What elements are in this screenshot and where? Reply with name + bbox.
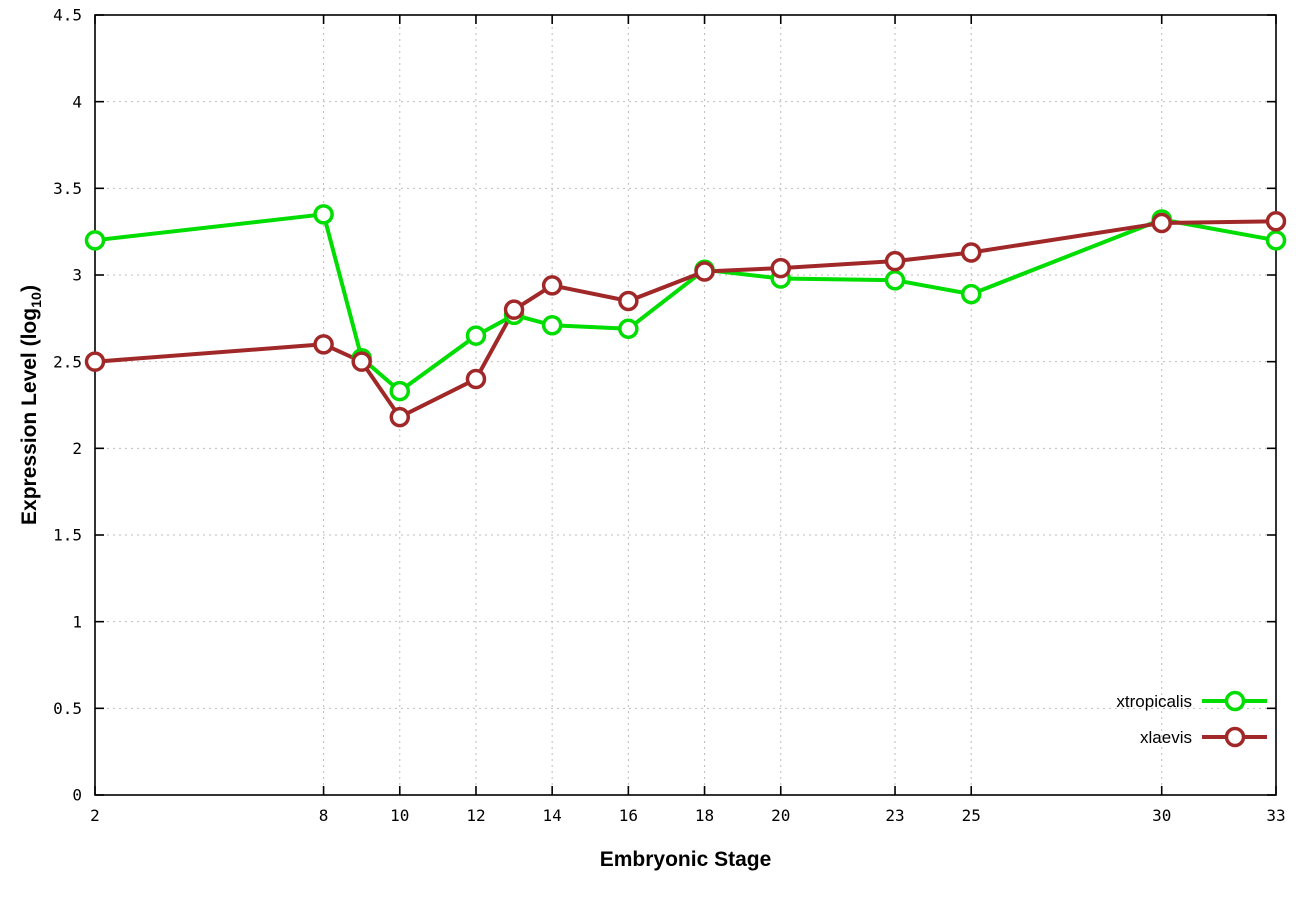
tick-marks xyxy=(94,14,1277,796)
data-point-xtropicalis xyxy=(313,204,334,225)
x-tick-label: 10 xyxy=(390,806,409,825)
x-tick-label: 14 xyxy=(543,806,562,825)
x-tick-label: 25 xyxy=(962,806,981,825)
x-tick-label: 30 xyxy=(1152,806,1171,825)
y-tick-label: 1.5 xyxy=(53,526,82,545)
y-axis-label-subscript: 10 xyxy=(28,292,45,308)
data-point-xtropicalis xyxy=(541,315,563,336)
y-tick-label: 4 xyxy=(72,92,82,111)
x-axis-label: Embryonic Stage xyxy=(599,848,772,871)
legend-label-xlaevis: xlaevis xyxy=(1140,728,1192,747)
legend-marker-xtropicalis xyxy=(1224,690,1246,712)
data-point-xtropicalis xyxy=(884,269,906,291)
x-tick-label: 18 xyxy=(695,806,714,825)
data-point-xlaevis xyxy=(618,290,639,312)
y-tick-label: 3 xyxy=(72,266,82,285)
data-point-xlaevis xyxy=(694,261,715,282)
data-point-xtropicalis xyxy=(465,325,487,346)
data-point-xtropicalis xyxy=(960,283,982,305)
data-point-xtropicalis xyxy=(618,318,639,339)
data-point-xlaevis xyxy=(84,351,106,372)
x-tick-label: 16 xyxy=(619,806,638,825)
data-point-xlaevis xyxy=(960,242,982,263)
x-tick-label: 2 xyxy=(90,806,100,825)
data-point-xtropicalis xyxy=(84,230,106,251)
data-point-xlaevis xyxy=(465,368,487,390)
data-point-xlaevis xyxy=(770,257,791,279)
grid-lines xyxy=(94,14,1277,796)
data-point-xlaevis xyxy=(351,351,372,372)
y-tick-label: 0.5 xyxy=(53,699,82,718)
y-tick-label: 3.5 xyxy=(53,179,82,198)
plot-border xyxy=(94,14,1277,796)
series-line-xlaevis xyxy=(93,219,1278,420)
legend-marker-xlaevis xyxy=(1224,726,1246,748)
x-tick-label: 12 xyxy=(466,806,485,825)
y-tick-label: 2 xyxy=(72,439,82,458)
legend-label-xtropicalis: xtropicalis xyxy=(1116,692,1192,711)
y-tick-label: 4.5 xyxy=(53,6,82,25)
y-tick-label: 0 xyxy=(72,786,82,805)
data-point-xlaevis xyxy=(389,406,411,428)
y-tick-label: 2.5 xyxy=(53,352,82,371)
x-tick-label: 8 xyxy=(319,806,329,825)
data-point-xlaevis xyxy=(1265,211,1287,232)
data-point-xtropicalis xyxy=(389,380,411,402)
x-tick-label: 23 xyxy=(885,806,904,825)
y-axis-label: Expression Level (log10) xyxy=(18,285,45,525)
y-tick-label: 1 xyxy=(72,612,82,631)
data-point-xlaevis xyxy=(503,299,525,320)
x-tick-label: 33 xyxy=(1266,806,1285,825)
data-point-xlaevis xyxy=(313,334,334,355)
data-point-xlaevis xyxy=(1151,212,1172,234)
data-point-xlaevis xyxy=(541,275,563,296)
data-point-xtropicalis xyxy=(1265,230,1287,251)
x-tick-label: 20 xyxy=(771,806,790,825)
series-line-xtropicalis xyxy=(93,212,1278,394)
data-point-xlaevis xyxy=(884,250,906,272)
y-axis-label-text: Expression Level (log xyxy=(18,307,41,525)
y-axis-label-close: ) xyxy=(18,285,41,293)
